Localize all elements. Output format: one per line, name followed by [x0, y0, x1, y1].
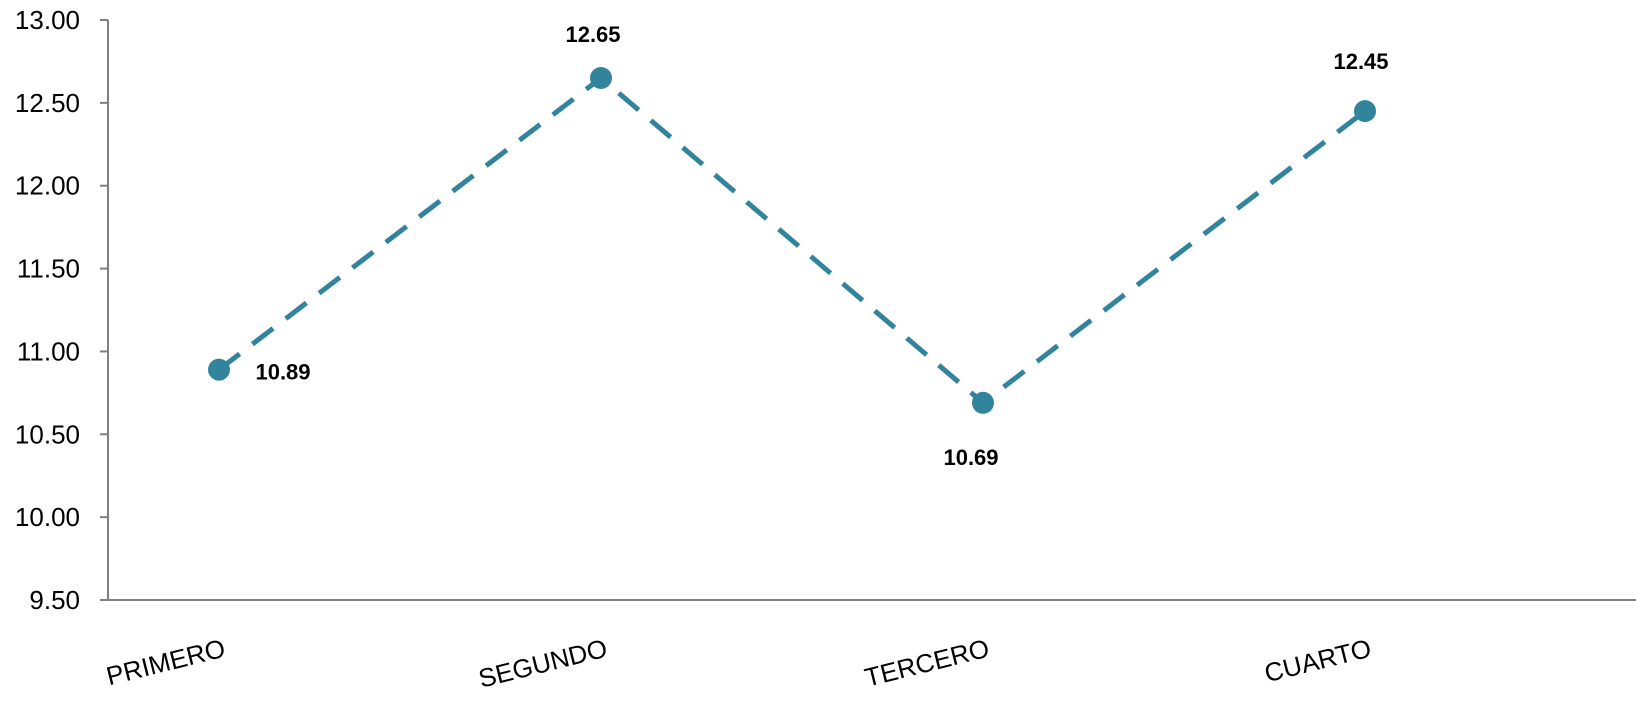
- x-category-label: TERCERO: [862, 633, 993, 693]
- data-point: [208, 358, 230, 381]
- data-point: [590, 67, 612, 89]
- x-category-label: CUARTO: [1261, 633, 1374, 688]
- data-label: 12.45: [1333, 49, 1388, 74]
- x-axis-labels: PRIMERO SEGUNDO TERCERO CUARTO: [103, 633, 1374, 694]
- data-label: 10.69: [943, 445, 998, 470]
- series-layer: [217, 74, 1367, 407]
- data-label: 10.89: [255, 360, 310, 385]
- data-label: 12.65: [565, 22, 620, 47]
- y-tick-label: 11.50: [17, 254, 80, 284]
- y-tick-label: 10.50: [15, 419, 80, 449]
- x-category-label: PRIMERO: [103, 633, 228, 691]
- series-line: [217, 74, 1367, 407]
- y-tick-label: 13.00: [15, 5, 80, 35]
- y-tick-label: 12.50: [15, 88, 80, 118]
- y-axis-ticks: 9.50 10.00 10.50 11.00 11.50 12.00 12.50 13.00: [15, 5, 108, 615]
- y-tick-label: 12.00: [15, 171, 80, 201]
- data-labels: 10.89 12.65 10.69 12.45: [255, 22, 1388, 470]
- y-tick-label: 11.00: [17, 336, 80, 366]
- data-point: [972, 391, 994, 414]
- data-point: [1354, 100, 1376, 123]
- y-tick-label: 9.50: [29, 585, 80, 615]
- x-category-label: SEGUNDO: [475, 633, 610, 694]
- data-points: [208, 67, 1376, 414]
- y-tick-label: 10.00: [15, 502, 80, 532]
